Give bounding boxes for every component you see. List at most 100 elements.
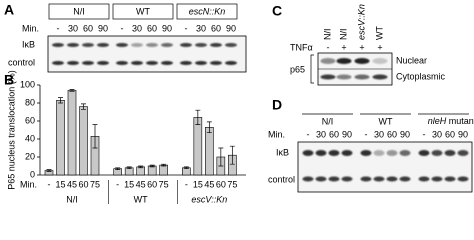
band [360,176,372,182]
x-tick-label: 15 [124,179,134,189]
minute-label: 30 [316,129,326,139]
minute-label: 90 [226,23,236,33]
band [146,43,158,47]
x-tick-label: 45 [204,179,214,189]
bar [205,127,214,176]
x-tick-label: 60 [216,179,226,189]
bar [67,90,77,176]
x-tick-label: 75 [90,179,100,189]
band [210,43,222,47]
bar [79,106,88,176]
bracket [310,54,314,84]
minute-label: 60 [329,129,339,139]
min-label: Min. [268,129,285,139]
treatment-sign: - [327,42,330,52]
x-tick-label: 75 [227,179,237,189]
treatment-sign: + [377,42,382,52]
panel-a: A Min. IκB control N/I WT escN::Kn- 30 60 90-… [4,2,247,73]
band [302,176,314,182]
row-label: control [8,57,35,67]
error-bar [229,145,235,165]
group-box [112,3,174,20]
group-label: N/I [322,116,334,126]
fraction-label: Cytoplasmic [396,71,446,81]
band [328,150,340,156]
min-label: Min. [22,23,39,33]
minute-label: - [307,129,310,139]
minute-label: 90 [98,23,108,33]
band [457,176,469,182]
fraction-label: Nuclear [396,55,427,65]
minute-label: 60 [387,129,397,139]
group-label: escN::Kn [189,6,226,16]
column-label: WT [374,26,384,40]
band [372,74,388,80]
column-label: escV::Kn [356,4,366,40]
minute-label: 90 [458,129,468,139]
minute-label: 90 [342,129,352,139]
band [336,58,352,64]
minute-label: 30 [132,23,142,33]
x-tick-label: 60 [78,179,88,189]
band [372,58,388,64]
minute-label: 90 [162,23,172,33]
band [97,61,109,65]
band [373,150,385,156]
group-label: WT [136,6,150,16]
error-bar [58,97,63,104]
column-label: N/I [338,28,348,40]
minute-label: 60 [211,23,221,33]
band [341,150,353,156]
minute-label: - [423,129,426,139]
band [67,43,79,47]
blot [47,35,247,73]
y-tick-label: 0 [30,169,35,179]
minute-label: - [185,23,188,33]
x-tick-label: 15 [193,179,203,189]
minute-label: 30 [374,129,384,139]
error-bar [161,163,167,167]
error-bar [69,89,75,92]
minute-label: 90 [400,129,410,139]
band [225,61,237,65]
gene: nleH [428,116,447,126]
minute-label: - [365,129,368,139]
band [180,43,192,47]
x-tick-label: 45 [136,179,146,189]
y-tick-label: 40 [25,133,35,143]
error-bar [183,166,189,170]
band [444,176,456,182]
minute-label: - [57,23,60,33]
x-tick-label: - [48,179,51,189]
panel-label: C [272,3,282,19]
band [210,61,222,65]
bar [147,165,157,176]
band [341,176,353,182]
band [146,61,158,65]
group-box [48,3,110,20]
band [328,176,340,182]
band [431,150,443,156]
x-tick-label: 45 [67,179,77,189]
y-tick-label: 100 [20,79,35,89]
column-label: N/I [322,28,332,40]
band [336,74,352,80]
figure: A Min. IκB control N/I WT escN::Kn- 30 60 90-… [4,2,474,205]
band [195,61,207,65]
band [418,150,430,156]
group-label: escV::Kn [191,194,227,204]
error-bar [218,147,224,167]
band [302,150,314,156]
band [195,43,207,47]
y-tick-label: 80 [25,97,35,107]
panel-label: A [4,2,14,18]
band [399,150,411,156]
band [386,150,398,156]
group-box [176,3,238,20]
treatment: TNFα [290,42,313,52]
x-tick-label: 15 [55,179,65,189]
band [161,61,173,65]
row-label: IκB [276,147,289,157]
blot [297,141,473,193]
